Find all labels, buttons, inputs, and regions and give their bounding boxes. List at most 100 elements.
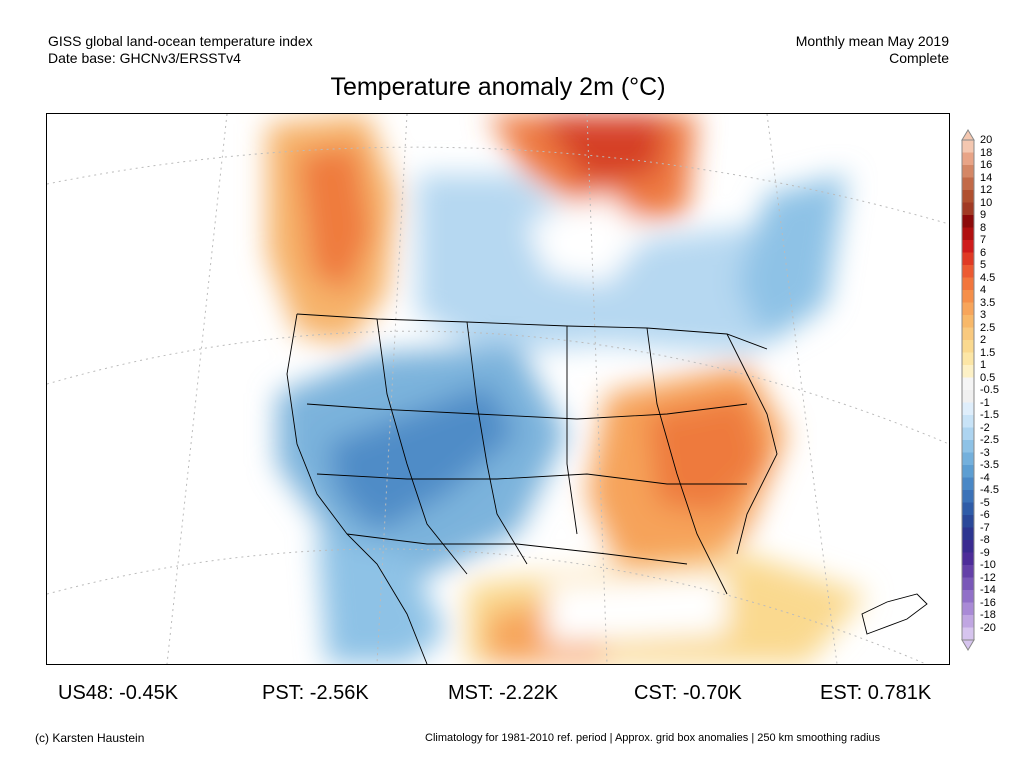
- colorbar-swatch: [962, 390, 974, 403]
- colorbar-swatch: [962, 377, 974, 391]
- colorbar-swatch: [962, 340, 974, 353]
- colorbar-tick-label: 3.5: [980, 296, 996, 309]
- colorbar-frame: [961, 139, 975, 641]
- colorbar-swatch: [962, 240, 974, 253]
- colorbar-swatch: [962, 352, 974, 366]
- colorbar-tick-label: -20: [980, 621, 996, 634]
- colorbar-swatch: [962, 502, 974, 516]
- colorbar-swatch: [962, 590, 974, 603]
- colorbar-swatch: [962, 602, 974, 616]
- colorbar-tick-label: 1: [980, 359, 987, 371]
- colorbar-tick-label: -2: [980, 421, 990, 434]
- colorbar-tick-label: 1.5: [980, 346, 996, 359]
- colorbar-tick-label: -2.5: [980, 434, 999, 446]
- colorbar-swatch: [962, 215, 974, 228]
- colorbar-tick-label: -12: [980, 571, 996, 584]
- colorbar-tick-label: -4.5: [980, 484, 999, 496]
- stat-mst: MST: -2.22K: [448, 682, 559, 704]
- map-canvas: [47, 114, 949, 664]
- climatology-note: Climatology for 1981-2010 ref. period | …: [425, 732, 881, 744]
- colorbar-tick-label: -8: [980, 534, 990, 546]
- colorbar-tick-label: 18: [980, 146, 993, 159]
- borders: [286, 313, 928, 664]
- colorbar-tick-label: 12: [980, 184, 993, 196]
- colorbar-tick-label: 9: [980, 209, 987, 221]
- dataset-title: GISS global land-ocean temperature index: [48, 33, 313, 49]
- colorbar-tick-label: -5: [980, 496, 990, 509]
- data-base-label: Date base: GHCNv3/ERSSTv4: [48, 50, 241, 66]
- colorbar-tick-label: 6: [980, 246, 987, 259]
- colorbar-swatch: [962, 627, 974, 641]
- copyright-credit: (c) Karsten Haustein: [35, 731, 145, 745]
- colorbar-tick-label: -1: [980, 396, 990, 409]
- colorbar-swatch: [962, 540, 974, 553]
- colorbar-swatch: [962, 477, 974, 491]
- colorbar-tick-label: 2.5: [980, 321, 996, 334]
- colorbar-swatch: [962, 302, 974, 316]
- colorbar-swatch: [962, 165, 974, 178]
- colorbar-tick-label: -10: [980, 559, 996, 571]
- colorbar-tick-label: 20: [980, 134, 993, 146]
- colorbar-tick-label: 3: [980, 309, 987, 321]
- colorbar-swatch: [962, 427, 974, 441]
- colorbar-tick-label: -4: [980, 471, 990, 484]
- colorbar-swatch: [962, 177, 974, 191]
- temperature-anomaly-map: [46, 113, 950, 665]
- colorbar-swatch: [962, 327, 974, 341]
- colorbar-tick-label: 5: [980, 259, 987, 271]
- colorbar-swatch: [962, 465, 974, 478]
- colorbar-swatch: [962, 577, 974, 591]
- colorbar-tick-label: 2: [980, 334, 987, 346]
- colorbar-swatch: [962, 252, 974, 266]
- colorbar-swatch: [962, 152, 974, 166]
- colorbar-swatch: [962, 190, 974, 203]
- colorbar-swatch: [962, 265, 974, 278]
- colorbar-tick-label: -14: [980, 584, 996, 596]
- colorbar-swatch: [962, 440, 974, 453]
- colorbar-tick-label: -3: [980, 446, 990, 459]
- colorbar-bottom-arrow: [961, 639, 975, 651]
- colorbar-top-arrow: [961, 129, 975, 141]
- colorbar-swatch: [962, 315, 974, 328]
- colorbar-swatch: [962, 515, 974, 528]
- colorbar-swatch: [962, 452, 974, 466]
- colorbar-swatch: [962, 415, 974, 428]
- map-title: Temperature anomaly 2m (°C): [330, 73, 666, 101]
- colorbar-swatch: [962, 490, 974, 503]
- colorbar-tick-label: 7: [980, 234, 987, 246]
- colorbar-swatch: [962, 277, 974, 291]
- colorbar-tick-label: -7: [980, 521, 990, 534]
- colorbar-swatch: [962, 365, 974, 378]
- colorbar-tick-label: 4: [980, 284, 987, 296]
- colorbar-tick-label: -0.5: [980, 384, 999, 396]
- colorbar-tick-label: 10: [980, 196, 993, 209]
- colorbar-swatch: [962, 202, 974, 216]
- colorbar-swatch: [962, 527, 974, 541]
- colorbar-tick-label: -1.5: [980, 409, 999, 421]
- anomaly-field: [267, 114, 867, 664]
- colorbar-tick-label: 16: [980, 159, 993, 171]
- stat-pst: PST: -2.56K: [262, 682, 369, 704]
- colorbar-swatch: [962, 565, 974, 578]
- colorbar-tick-label: -6: [980, 509, 990, 521]
- colorbar-swatch: [962, 552, 974, 566]
- colorbar-tick-label: -9: [980, 546, 990, 559]
- colorbar-tick-label: 8: [980, 221, 987, 234]
- colorbar-swatch: [962, 615, 974, 628]
- colorbar-tick-label: 4.5: [980, 271, 996, 284]
- colorbar-tick-label: -3.5: [980, 459, 999, 471]
- colorbar-swatch: [962, 402, 974, 416]
- colorbar-swatch: [962, 290, 974, 303]
- stat-est: EST: 0.781K: [820, 682, 932, 704]
- colorbar-swatch: [962, 227, 974, 241]
- colorbar-tick-label: -18: [980, 609, 996, 621]
- status-label: Complete: [889, 50, 949, 66]
- colorbar-tick-label: 14: [980, 171, 993, 184]
- colorbar: [961, 129, 975, 651]
- colorbar-tick-label: 0.5: [980, 371, 996, 384]
- period-label: Monthly mean May 2019: [795, 33, 949, 49]
- stat-cst: CST: -0.70K: [634, 682, 742, 704]
- stat-us48: US48: -0.45K: [58, 682, 179, 704]
- graticule: [47, 114, 949, 664]
- colorbar-swatch: [962, 140, 974, 153]
